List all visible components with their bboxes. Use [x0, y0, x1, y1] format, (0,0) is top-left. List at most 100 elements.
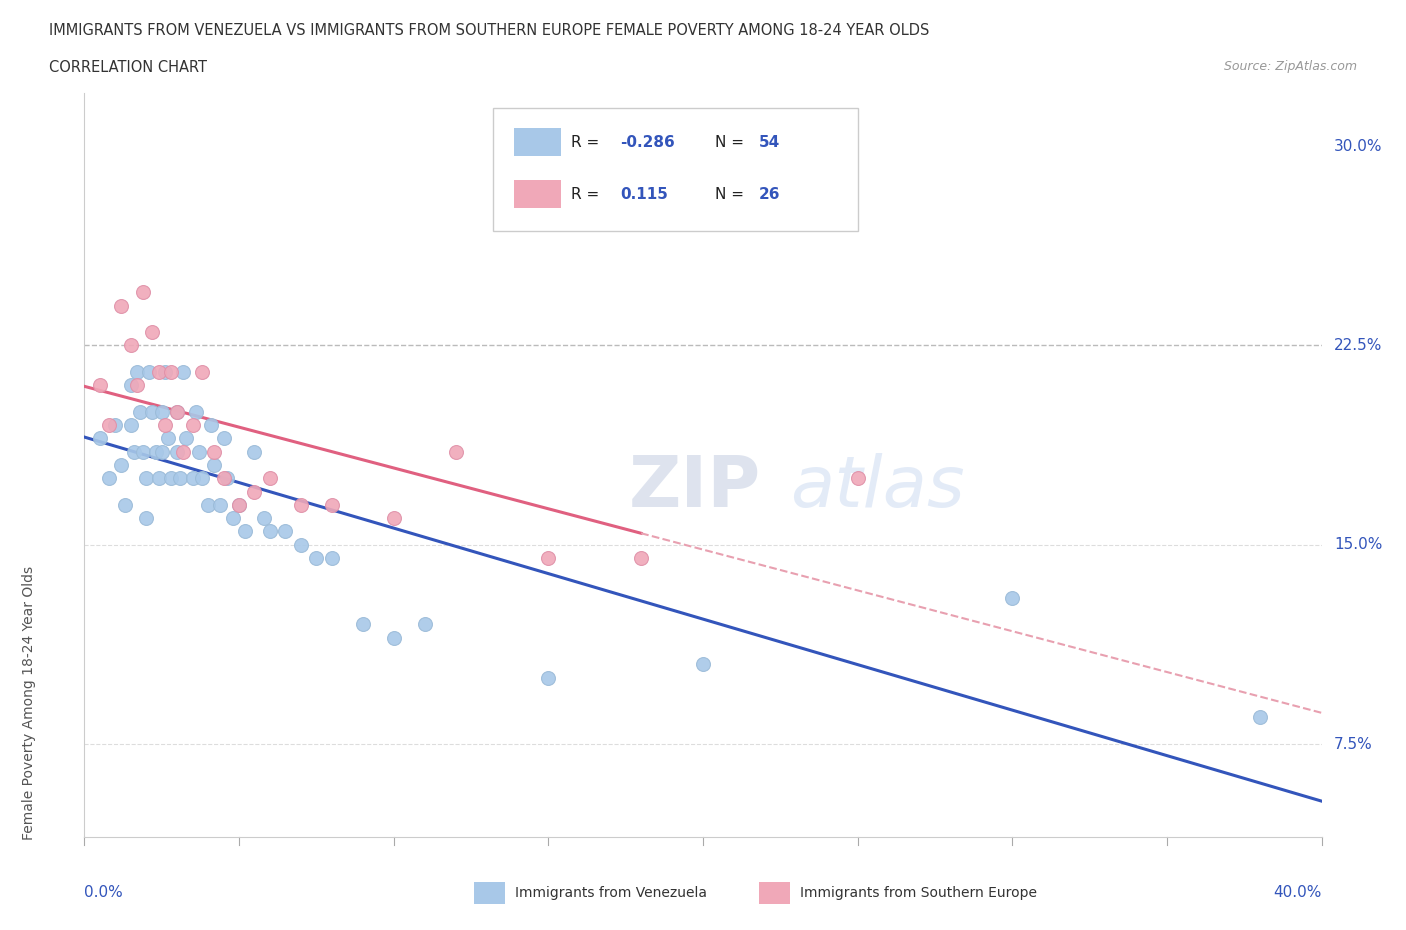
Text: Female Poverty Among 18-24 Year Olds: Female Poverty Among 18-24 Year Olds — [21, 566, 35, 840]
Point — [537, 551, 560, 565]
Point — [228, 498, 250, 512]
Point — [290, 538, 312, 552]
Bar — [759, 882, 790, 904]
Point — [125, 378, 148, 392]
Point — [129, 405, 152, 419]
Point — [846, 471, 869, 485]
Point — [181, 418, 204, 432]
FancyBboxPatch shape — [492, 108, 858, 231]
Point — [215, 471, 238, 485]
Text: Source: ZipAtlas.com: Source: ZipAtlas.com — [1223, 60, 1357, 73]
Text: ZIP: ZIP — [628, 453, 761, 522]
Point — [98, 418, 121, 432]
Point — [110, 458, 132, 472]
Point — [321, 551, 343, 565]
Point — [141, 325, 163, 339]
Point — [156, 431, 179, 445]
Point — [222, 511, 245, 525]
Text: -0.286: -0.286 — [620, 135, 675, 150]
Point — [148, 365, 170, 379]
Point — [209, 498, 232, 512]
Text: 15.0%: 15.0% — [1334, 538, 1382, 552]
Point — [382, 511, 405, 525]
Point — [148, 471, 170, 485]
Point — [166, 445, 188, 459]
Text: 30.0%: 30.0% — [1334, 139, 1382, 153]
Point — [537, 671, 560, 685]
Point — [1001, 591, 1024, 605]
Point — [200, 418, 222, 432]
Point — [243, 445, 266, 459]
Point — [132, 285, 155, 299]
Point — [172, 365, 194, 379]
Point — [98, 471, 121, 485]
Text: Immigrants from Southern Europe: Immigrants from Southern Europe — [800, 885, 1036, 900]
Text: 7.5%: 7.5% — [1334, 737, 1372, 751]
Point — [135, 471, 157, 485]
Text: IMMIGRANTS FROM VENEZUELA VS IMMIGRANTS FROM SOUTHERN EUROPE FEMALE POVERTY AMON: IMMIGRANTS FROM VENEZUELA VS IMMIGRANTS … — [49, 23, 929, 38]
Point — [202, 458, 225, 472]
Point — [187, 445, 209, 459]
Point — [125, 365, 148, 379]
Point — [382, 631, 405, 645]
Point — [1249, 710, 1271, 724]
Text: 0.0%: 0.0% — [84, 884, 124, 900]
Point — [153, 365, 176, 379]
Point — [305, 551, 328, 565]
Text: 26: 26 — [759, 187, 780, 202]
Point — [153, 418, 176, 432]
Text: Immigrants from Venezuela: Immigrants from Venezuela — [515, 885, 707, 900]
Bar — [513, 128, 561, 156]
Point — [259, 524, 281, 538]
Point — [444, 445, 467, 459]
Text: N =: N = — [716, 187, 749, 202]
Point — [176, 431, 198, 445]
Point — [160, 365, 183, 379]
Point — [166, 405, 188, 419]
Point — [202, 445, 225, 459]
Bar — [474, 882, 505, 904]
Point — [114, 498, 136, 512]
Point — [413, 617, 436, 631]
Point — [172, 445, 194, 459]
Point — [191, 471, 214, 485]
Point — [89, 431, 111, 445]
Point — [120, 378, 142, 392]
Point — [135, 511, 157, 525]
Text: 0.115: 0.115 — [620, 187, 668, 202]
Point — [181, 471, 204, 485]
Point — [104, 418, 127, 432]
Point — [212, 431, 235, 445]
Point — [169, 471, 191, 485]
Point — [150, 445, 173, 459]
Point — [110, 299, 132, 313]
Point — [352, 617, 374, 631]
Point — [692, 657, 714, 671]
Text: 54: 54 — [759, 135, 780, 150]
Text: atlas: atlas — [790, 453, 965, 522]
Point — [184, 405, 207, 419]
Point — [197, 498, 219, 512]
Point — [321, 498, 343, 512]
Text: R =: R = — [571, 135, 603, 150]
Text: 40.0%: 40.0% — [1274, 884, 1322, 900]
Point — [233, 524, 256, 538]
Point — [243, 485, 266, 499]
Point — [274, 524, 297, 538]
Point — [145, 445, 167, 459]
Point — [290, 498, 312, 512]
Point — [120, 338, 142, 352]
Point — [120, 418, 142, 432]
Point — [141, 405, 163, 419]
Point — [150, 405, 173, 419]
Point — [160, 471, 183, 485]
Point — [122, 445, 145, 459]
Point — [630, 551, 652, 565]
Point — [212, 471, 235, 485]
Point — [191, 365, 214, 379]
Point — [138, 365, 160, 379]
Bar — [513, 180, 561, 208]
Point — [253, 511, 276, 525]
Point — [259, 471, 281, 485]
Text: CORRELATION CHART: CORRELATION CHART — [49, 60, 207, 75]
